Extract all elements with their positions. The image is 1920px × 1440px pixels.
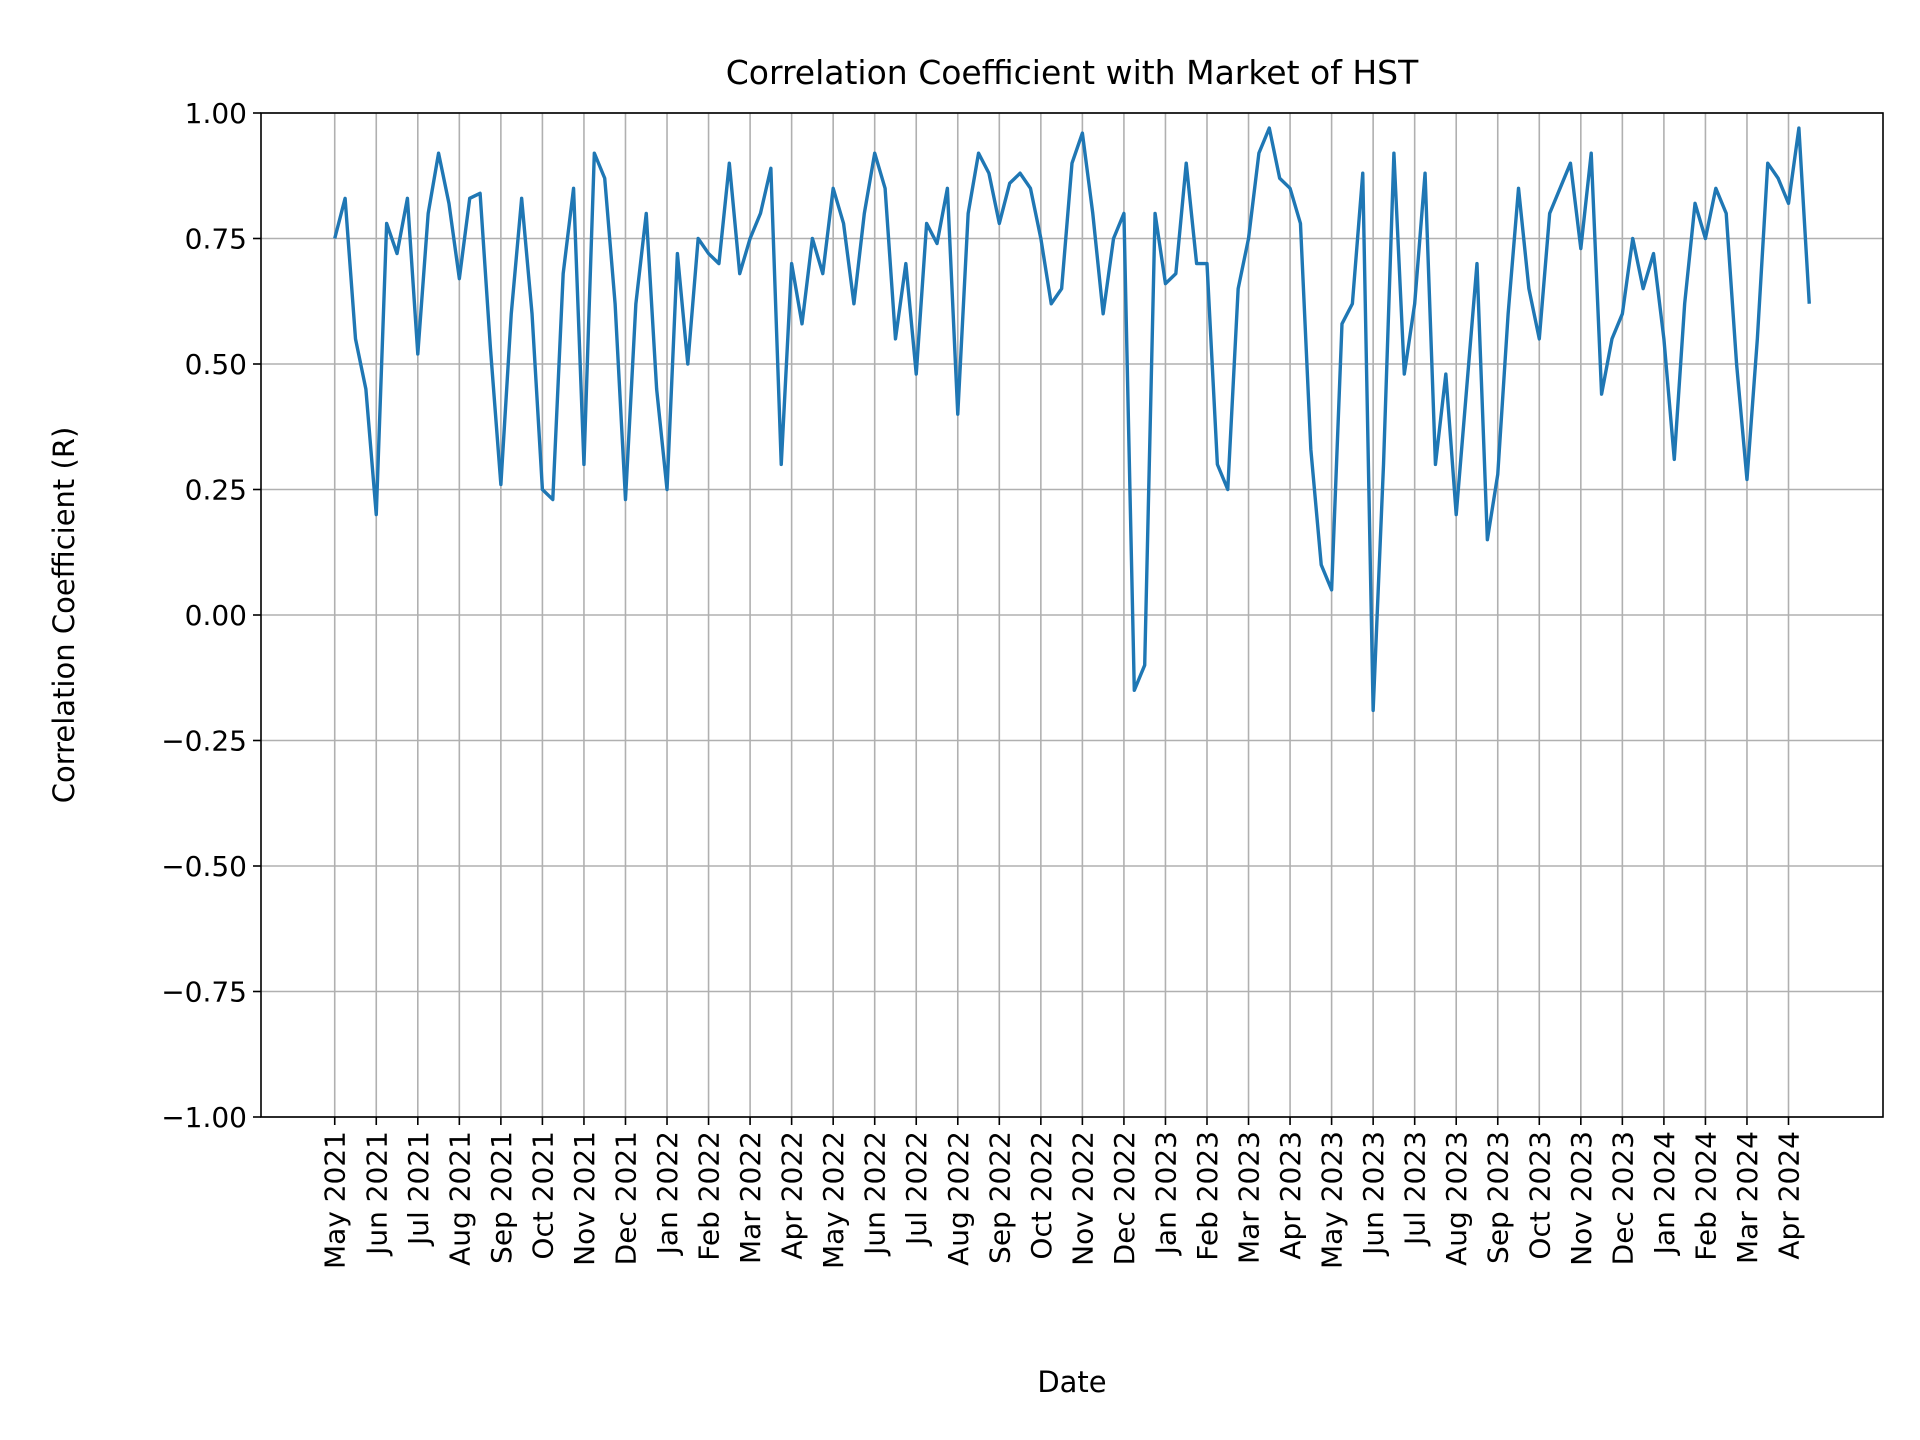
x-tick-label: May 2021: [319, 1131, 352, 1269]
chart-title: Correlation Coefficient with Market of H…: [726, 53, 1419, 92]
x-tick-label: Nov 2023: [1565, 1131, 1598, 1266]
y-tick-label: 0.50: [185, 348, 247, 381]
x-tick-label: May 2023: [1316, 1131, 1349, 1269]
x-tick-label: Nov 2022: [1066, 1131, 1099, 1266]
y-tick-label: 0.25: [185, 474, 247, 507]
x-tick-label: Sep 2021: [485, 1131, 518, 1264]
y-axis-label: Correlation Coefficient (R): [47, 427, 81, 804]
x-tick-label: Jul 2021: [402, 1131, 435, 1247]
y-tick-label: −1.00: [161, 1101, 247, 1134]
y-tick-label: 0.75: [185, 223, 247, 256]
x-tick-label: Mar 2024: [1731, 1131, 1764, 1264]
y-tick-label: 0.00: [185, 599, 247, 632]
x-tick-label: Jul 2022: [900, 1131, 933, 1247]
x-tick-label: Jan 2024: [1648, 1131, 1681, 1256]
plot-frame: [260, 112, 1884, 1118]
x-tick-label: Apr 2024: [1773, 1131, 1806, 1260]
x-tick-label: Oct 2022: [1025, 1131, 1058, 1260]
x-tick-label: Aug 2021: [443, 1131, 476, 1266]
x-tick-label: Feb 2024: [1689, 1131, 1722, 1261]
y-tick-label: −0.50: [161, 850, 247, 883]
x-tick-label: Feb 2023: [1191, 1131, 1224, 1261]
x-tick-label: Aug 2022: [942, 1131, 975, 1266]
x-tick-label: Jun 2023: [1357, 1131, 1390, 1257]
x-tick-label: Oct 2021: [526, 1131, 559, 1260]
x-tick-label: Jan 2023: [1149, 1131, 1182, 1256]
x-tick-label: Sep 2023: [1482, 1131, 1515, 1264]
x-tick-label: Jan 2022: [651, 1131, 684, 1256]
x-tick-label: Jun 2021: [360, 1131, 393, 1257]
x-axis-label: Date: [1037, 1365, 1106, 1399]
x-tick-label: Dec 2021: [609, 1131, 642, 1265]
y-tick-label: −0.25: [161, 725, 247, 758]
y-tick-label: −0.75: [161, 976, 247, 1009]
x-tick-label: Apr 2023: [1274, 1131, 1307, 1260]
x-tick-label: Nov 2021: [568, 1131, 601, 1266]
x-tick-label: Oct 2023: [1523, 1131, 1556, 1260]
x-tick-label: Sep 2022: [983, 1131, 1016, 1264]
x-tick-label: Jul 2023: [1399, 1131, 1432, 1247]
x-tick-label: Aug 2023: [1440, 1131, 1473, 1266]
x-tick-label: Apr 2022: [776, 1131, 809, 1260]
x-tick-label: Dec 2022: [1108, 1131, 1141, 1265]
x-tick-label: Feb 2022: [693, 1131, 726, 1261]
x-tick-label: Mar 2023: [1233, 1131, 1266, 1264]
x-tick-label: Dec 2023: [1606, 1131, 1639, 1265]
y-tick-label: 1.00: [185, 97, 247, 130]
data-line: [333, 126, 1811, 713]
x-tick-label: Mar 2022: [734, 1131, 767, 1264]
x-tick-label: Jun 2022: [859, 1131, 892, 1257]
x-tick-label: May 2022: [817, 1131, 850, 1269]
